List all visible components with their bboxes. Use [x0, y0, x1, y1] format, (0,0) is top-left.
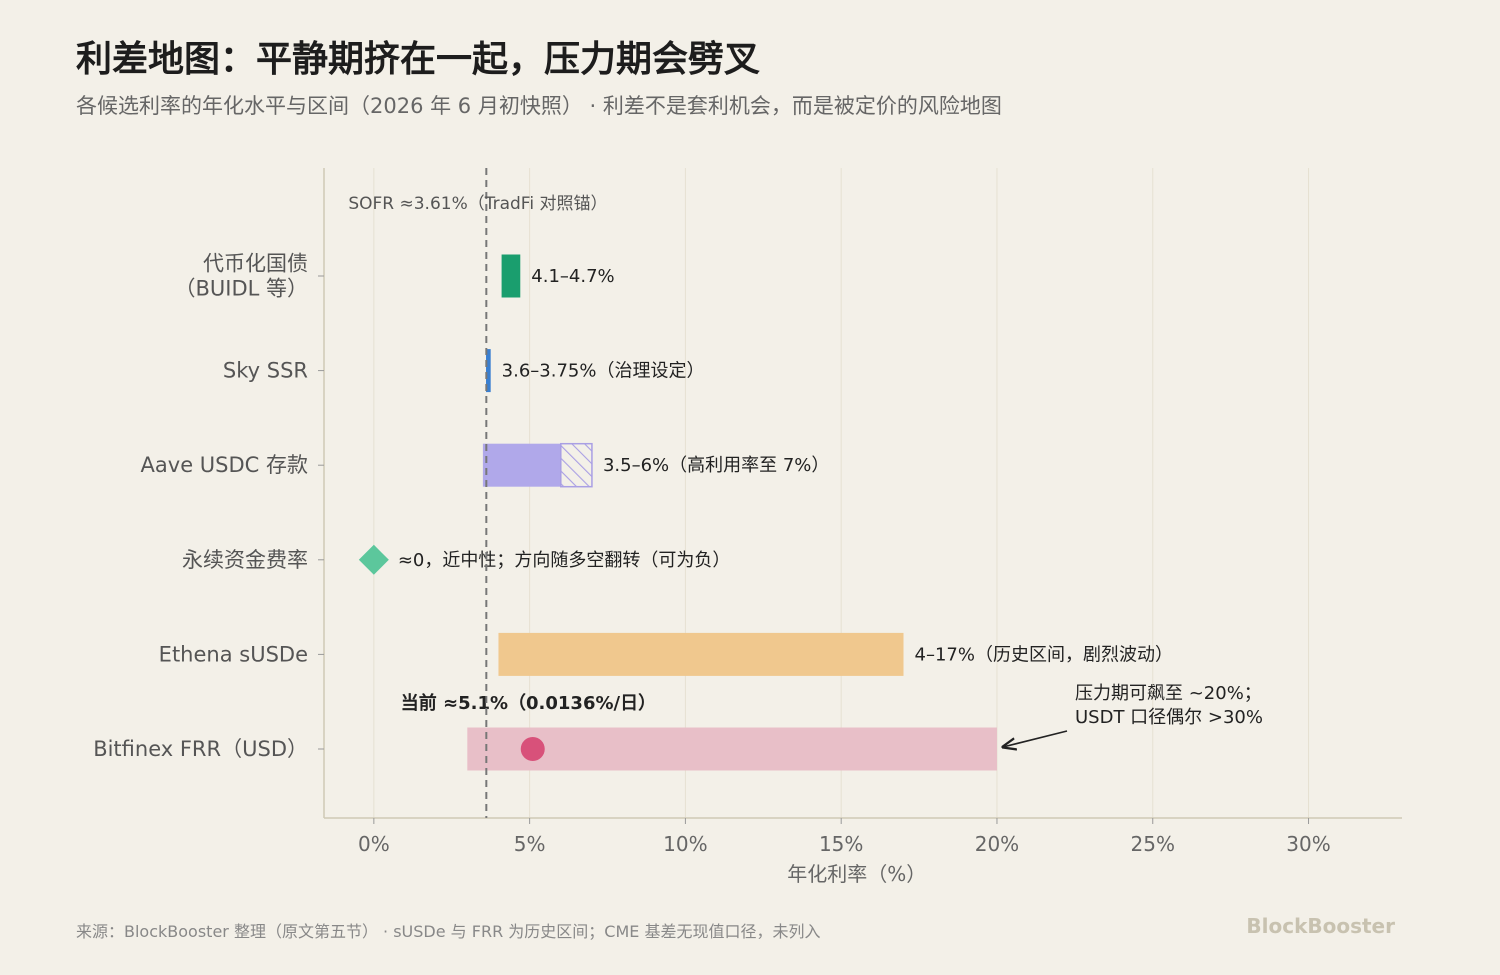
source-footnote: 来源：BlockBooster 整理（原文第五节） · sUSDe 与 FRR …	[76, 922, 821, 941]
value-annotation: 3.6–3.75%（治理设定）	[502, 361, 705, 382]
category-label: 代币化国债	[203, 252, 308, 276]
value-annotation: 4–17%（历史区间，剧烈波动）	[915, 644, 1173, 665]
x-tick-label: 5%	[514, 832, 546, 856]
range-bar	[486, 349, 491, 393]
current-value-dot	[520, 737, 545, 761]
chart-title: 利差地图：平静期挤在一起，压力期会劈叉	[76, 39, 761, 80]
category-label: 永续资金费率	[182, 548, 308, 572]
range-bar	[498, 632, 904, 676]
category-label: （BUIDL 等）	[174, 277, 308, 301]
x-tick-label: 30%	[1286, 832, 1330, 856]
x-tick-label: 10%	[663, 832, 707, 856]
value-annotation: ≈0，近中性；方向随多空翻转（可为负）	[398, 550, 731, 571]
category-label: Ethena sUSDe	[159, 642, 308, 666]
chart-subtitle: 各候选利率的年化水平与区间（2026 年 6 月初快照） · 利差不是套利机会，…	[76, 94, 1002, 118]
x-tick-label: 0%	[358, 832, 390, 856]
x-tick-label: 25%	[1131, 832, 1175, 856]
stress-note: USDT 口径偶尔 >30%	[1075, 707, 1263, 728]
x-tick-label: 20%	[975, 832, 1019, 856]
range-bar	[482, 443, 561, 487]
category-label: Aave USDC 存款	[141, 453, 308, 477]
brand-watermark: BlockBooster	[1246, 914, 1395, 938]
extended-range-hatch	[560, 442, 593, 488]
stress-note: 压力期可飙至 ~20%；	[1075, 683, 1262, 704]
category-label: Bitfinex FRR（USD）	[93, 737, 308, 761]
sofr-reference-label: SOFR ≈3.61%（TradFi 对照锚）	[348, 194, 607, 214]
range-bar	[467, 727, 997, 771]
x-tick-label: 15%	[819, 832, 863, 856]
point-marker-diamond	[358, 544, 389, 575]
value-annotation: 4.1–4.7%	[531, 266, 614, 287]
range-bar	[501, 254, 521, 298]
current-value-label: 当前 ≈5.1%（0.0136%/日）	[401, 692, 656, 714]
stress-arrow	[1003, 730, 1068, 747]
x-axis-label: 年化利率（%）	[787, 862, 926, 886]
value-annotation: 3.5–6%（高利用率至 7%）	[603, 455, 829, 476]
category-label: Sky SSR	[223, 359, 308, 383]
